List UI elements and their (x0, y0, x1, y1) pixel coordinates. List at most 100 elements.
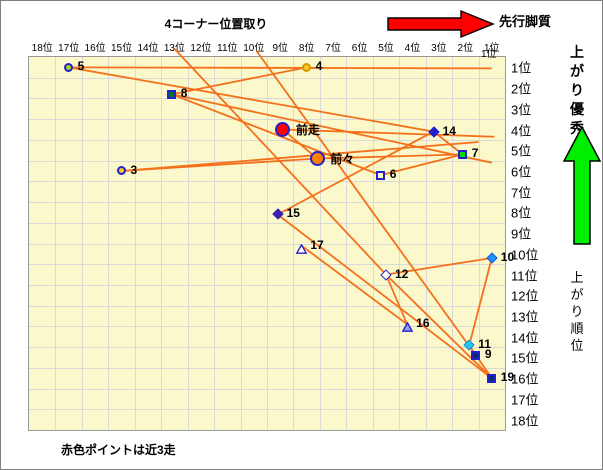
connection-line (171, 93, 492, 164)
data-point-label: 8 (180, 86, 188, 101)
y-axis-tick-12: 12位 (511, 288, 539, 304)
plot-area: 5 4 8 前走 14 前々 7 3 6 15 17 10 12 16 11 9 19 (28, 48, 514, 431)
y-axis-tick-14: 14位 (511, 330, 539, 346)
connection-line (380, 153, 463, 176)
connection-line (173, 48, 387, 276)
connection-line (433, 130, 464, 156)
data-point-label: 17 (310, 237, 324, 252)
x-axis-tick-3: 3位 (431, 43, 447, 54)
connection-line (171, 66, 307, 96)
annotation-char: 上 (570, 270, 584, 285)
connection-line (171, 93, 382, 176)
data-point-label: 15 (286, 206, 300, 221)
x-axis-tick-4: 4位 (404, 43, 421, 54)
y-axis-tick-5: 5位 (511, 143, 532, 159)
connection-line (468, 257, 493, 346)
connection-line (282, 128, 495, 138)
grid-line-horizontal (29, 264, 505, 266)
data-point-label: 12 (395, 266, 409, 281)
connection-line (317, 153, 463, 160)
grid-line-horizontal (29, 139, 505, 141)
data-point-label: 14 (442, 123, 456, 138)
connection-line (277, 130, 435, 216)
x-axis-tick-18: 18位 (31, 43, 53, 54)
y-axis-tick-3: 3位 (511, 102, 532, 118)
y-axis-tick-9: 9位 (511, 226, 532, 242)
x-axis-tick-6: 6位 (351, 43, 368, 54)
annotation-char: 上 (570, 44, 584, 60)
marker-shape-circle (117, 166, 127, 176)
footer-note: 赤色ポイントは近3走 (61, 443, 176, 457)
connection-line (68, 66, 492, 70)
grid-line-horizontal (29, 305, 505, 307)
marker-shape-diamond (380, 268, 392, 281)
grid-line-horizontal (29, 98, 505, 100)
data-point-markers: 5 4 8 前走 14 前々 7 3 6 15 17 10 12 16 11 9 19 (29, 57, 514, 430)
y-axis-tick-2: 2位 (511, 81, 532, 97)
y-axis-tick-8: 8位 (511, 205, 532, 221)
legend-red-arrow-label: 先行脚質 (499, 14, 552, 29)
y-axis-tick-10: 10位 (511, 247, 539, 263)
y-axis-tick-6: 6位 (511, 164, 532, 180)
marker-shape-circle (302, 62, 312, 72)
connection-line (255, 50, 477, 356)
annotation-char: が (570, 63, 584, 79)
grid-line-horizontal (29, 243, 505, 245)
x-axis-tick-9: 9位 (272, 43, 288, 54)
x-axis-tick-16: 16位 (84, 43, 106, 54)
marker-shape-diamond (463, 339, 475, 351)
x-axis-tick-15: 15位 (110, 43, 133, 54)
annotation-char: り (570, 82, 584, 98)
annotation-char: 位 (570, 338, 584, 353)
x-axis-tick-10: 10位 (243, 43, 265, 54)
marker-shape-square (167, 89, 177, 99)
x-axis-tick-1: 1位 (483, 43, 500, 54)
connection-line (385, 257, 492, 276)
annotation-agari-rank: 上がり順位 (568, 269, 586, 354)
grid-line-horizontal (29, 119, 505, 121)
y-axis-tick-18: 18位 (511, 413, 539, 429)
up-arrow-icon (562, 125, 602, 252)
data-point-label: 7 (471, 146, 479, 161)
y-axis-tick-top-duplicate: 1位 (481, 49, 497, 60)
connection-line (68, 66, 434, 133)
annotation-char: り (570, 304, 584, 319)
marker-shape-square (376, 170, 386, 180)
grid-line-horizontal (29, 388, 505, 390)
data-point-label: 4 (315, 59, 323, 74)
marker-shape-circle-big (309, 151, 325, 167)
y-axis-tick-17: 17位 (511, 392, 539, 408)
annotation-char: 優 (570, 101, 584, 117)
data-point-label: 9 (484, 347, 492, 362)
y-axis-tick-11: 11位 (511, 268, 538, 284)
data-point-label: 6 (389, 167, 397, 182)
connection-line (385, 273, 493, 379)
page-title: 4コーナー位置取り (164, 17, 268, 31)
y-axis-tick-4: 4位 (511, 123, 532, 139)
y-axis-tick-1: 1位 (511, 60, 532, 76)
marker-shape-square (471, 350, 481, 360)
connection-line (385, 274, 408, 325)
x-axis-tick-12: 12位 (190, 43, 212, 54)
annotation-char: 順 (570, 321, 584, 336)
data-point-label: 16 (416, 316, 430, 331)
data-point-label: 前々 (330, 151, 355, 166)
marker-shape-circle-big (275, 122, 291, 138)
marker-shape-square (458, 149, 468, 159)
x-axis-tick-13: 13位 (163, 43, 185, 54)
y-axis-tick-13: 13位 (511, 309, 539, 325)
x-axis-tick-8: 8位 (298, 43, 315, 54)
x-axis-tick-7: 7位 (325, 43, 341, 54)
data-point-label: 10 (500, 250, 515, 264)
data-point-label: 3 (130, 162, 138, 177)
y-axis-tick-7: 7位 (511, 185, 532, 201)
annotation-upper-superior: 上がり優秀 (568, 43, 586, 138)
y-axis-tick-15: 15位 (511, 350, 539, 366)
x-axis-tick-17: 17位 (58, 43, 80, 54)
x-axis-tick-5: 5位 (378, 43, 394, 54)
data-point-label: 5 (77, 59, 85, 74)
grid-line-horizontal (29, 326, 505, 328)
grid-line-horizontal (29, 409, 505, 411)
grid-line-horizontal (29, 347, 505, 349)
